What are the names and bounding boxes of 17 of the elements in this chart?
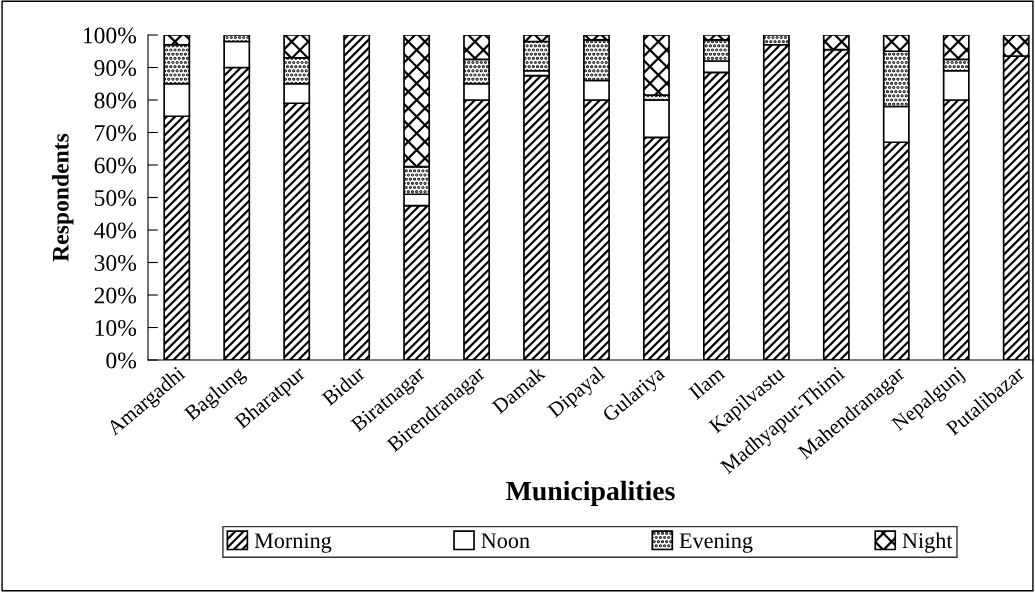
y-tick-label: 80%: [94, 92, 137, 109]
y-axis-title: Respondents: [52, 133, 74, 262]
y-tick-label: 10%: [95, 319, 137, 336]
legend-label: Evening: [679, 533, 753, 553]
y-tick-label: 30%: [94, 254, 137, 271]
y-tick-label: 50%: [94, 189, 137, 206]
y-tick-label: 20%: [94, 287, 137, 304]
y-tick-label: 60%: [94, 157, 137, 174]
y-tick-label: 0%: [106, 352, 137, 369]
x-axis-title: Municipalities: [506, 480, 675, 506]
y-tick-label: 70%: [95, 124, 137, 141]
y-tick-label: 90%: [94, 59, 137, 76]
y-tick-label: 40%: [94, 222, 137, 239]
legend-label: Night: [902, 532, 953, 553]
legend-label: Morning: [254, 533, 332, 553]
legend-label: Noon: [481, 533, 530, 549]
y-tick-label: 100%: [83, 27, 137, 44]
